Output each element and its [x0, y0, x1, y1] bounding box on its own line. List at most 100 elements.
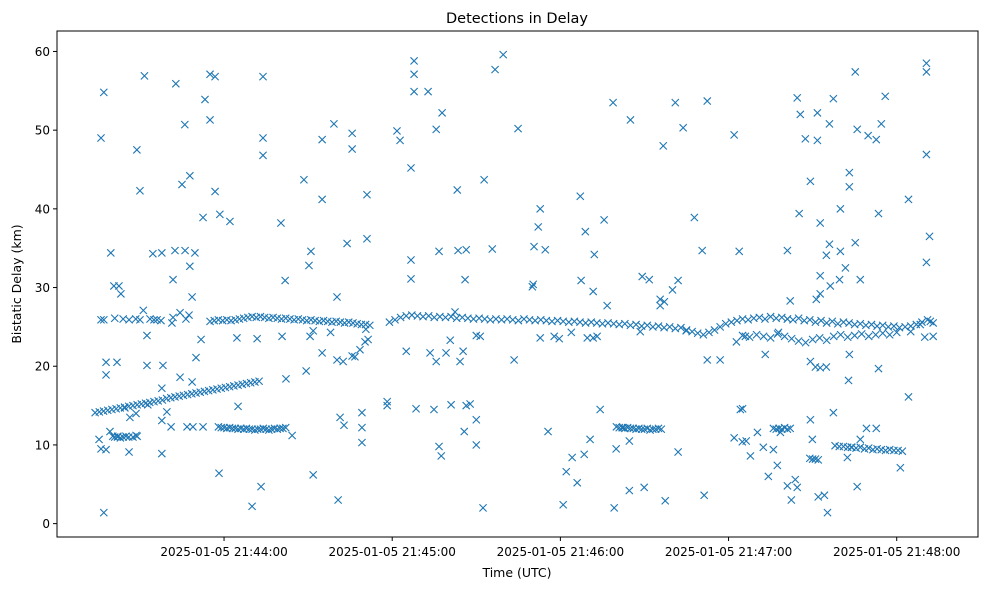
data-point	[550, 332, 559, 341]
data-point	[801, 338, 810, 347]
x-tick-label: 2025-01-05 21:44:00	[160, 545, 287, 559]
data-point	[836, 330, 845, 339]
data-point	[97, 315, 105, 324]
data-point	[753, 428, 762, 437]
data-point	[746, 451, 755, 460]
data-point	[215, 469, 223, 478]
data-point	[348, 352, 357, 360]
x-axis-ticks: 2025-01-05 21:44:00 2025-01-05 21:45:00 20…	[160, 537, 960, 559]
data-point	[769, 424, 778, 433]
data-point	[816, 289, 825, 298]
data-point	[424, 87, 433, 96]
data-point	[805, 315, 814, 324]
data-point	[442, 348, 451, 357]
data-point	[794, 337, 803, 346]
data-point	[877, 119, 886, 128]
data-point	[171, 79, 180, 88]
data-point	[862, 424, 871, 433]
data-point	[114, 281, 123, 290]
data-point	[536, 333, 545, 342]
data-point	[426, 348, 435, 357]
data-point	[808, 435, 817, 444]
data-point	[412, 404, 421, 413]
x-tick-label: 2025-01-05 21:46:00	[497, 545, 624, 559]
data-point	[843, 453, 852, 462]
data-point	[348, 129, 357, 138]
data-point	[589, 287, 598, 296]
data-point	[396, 136, 405, 145]
data-point	[95, 435, 104, 444]
data-point	[583, 333, 592, 342]
data-point	[306, 332, 315, 341]
data-point	[259, 72, 267, 81]
data-point	[922, 59, 931, 68]
data-point	[407, 274, 415, 283]
data-point	[841, 263, 850, 272]
data-point	[766, 333, 775, 342]
data-point	[845, 168, 854, 177]
data-point	[773, 461, 782, 470]
plot-frame	[56, 30, 979, 538]
data-point	[796, 110, 805, 119]
data-point	[222, 424, 231, 433]
data-point	[460, 427, 469, 436]
data-point	[343, 239, 352, 248]
data-point	[391, 315, 400, 324]
data-point	[857, 329, 866, 338]
data-point	[872, 135, 881, 144]
data-point	[157, 449, 166, 458]
data-point	[783, 481, 792, 490]
data-point	[822, 336, 831, 345]
data-point	[801, 134, 810, 143]
data-point	[829, 94, 838, 103]
data-point	[815, 333, 824, 342]
data-point	[816, 219, 825, 228]
data-point	[929, 318, 938, 327]
data-point	[278, 424, 287, 433]
data-point	[185, 262, 194, 271]
data-point	[764, 472, 773, 481]
data-point	[736, 405, 745, 414]
data-point	[806, 415, 815, 424]
data-point	[668, 285, 677, 294]
data-point	[676, 323, 685, 332]
data-point	[836, 247, 845, 256]
data-point	[306, 247, 315, 256]
data-point	[769, 445, 778, 454]
data-point	[786, 296, 795, 305]
data-point	[929, 332, 938, 341]
data-point	[898, 447, 907, 456]
data-point	[119, 315, 128, 324]
data-point	[703, 97, 712, 106]
data-point	[259, 134, 267, 143]
data-point	[786, 424, 795, 433]
data-point	[759, 332, 768, 341]
data-point	[157, 248, 166, 257]
data-point	[872, 424, 881, 433]
data-point	[793, 483, 802, 492]
y-tick-label: 60	[35, 45, 50, 59]
data-point	[745, 333, 754, 342]
data-point	[654, 424, 663, 433]
data-point	[132, 409, 141, 418]
data-point	[710, 326, 719, 335]
data-point	[231, 424, 240, 433]
data-point	[716, 322, 725, 331]
data-point	[716, 355, 725, 364]
data-point	[125, 413, 134, 422]
data-point	[121, 432, 130, 441]
data-point	[730, 130, 739, 139]
data-point	[567, 328, 576, 337]
data-point	[176, 373, 185, 382]
data-point	[304, 261, 313, 270]
data-point	[183, 422, 192, 431]
data-point	[759, 443, 768, 452]
data-point	[410, 56, 419, 65]
data-point	[102, 370, 111, 379]
data-point	[99, 88, 108, 97]
data-point	[772, 425, 781, 434]
data-point	[874, 364, 883, 373]
data-point	[625, 486, 634, 495]
data-point	[698, 246, 707, 255]
data-point	[812, 295, 821, 304]
